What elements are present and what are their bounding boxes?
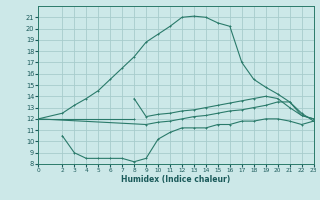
X-axis label: Humidex (Indice chaleur): Humidex (Indice chaleur) (121, 175, 231, 184)
